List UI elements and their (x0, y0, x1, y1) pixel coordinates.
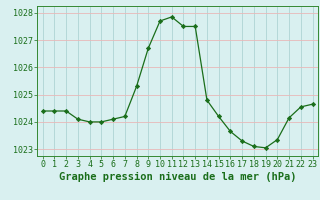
X-axis label: Graphe pression niveau de la mer (hPa): Graphe pression niveau de la mer (hPa) (59, 172, 296, 182)
